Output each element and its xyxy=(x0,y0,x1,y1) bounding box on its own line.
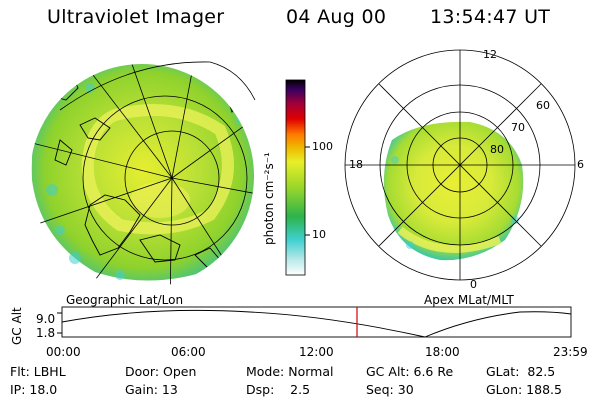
orbit-xtick-3: 18:00 xyxy=(425,345,460,359)
status-dsp: Dsp: 2.5 xyxy=(246,382,311,397)
mlt-label-0: 0 xyxy=(470,278,477,291)
orbit-ytick-1-8: 1.8 xyxy=(36,326,56,340)
date-label: 04 Aug 00 xyxy=(286,6,387,28)
status-glon: GLon: 188.5 xyxy=(486,382,562,397)
status-glat: GLat: 82.5 xyxy=(486,364,556,379)
time-label: 13:54:47 UT xyxy=(430,6,551,28)
orbit-xtick-0: 00:00 xyxy=(46,345,81,359)
orbit-ylabel: GC Alt xyxy=(10,307,24,345)
status-seq: Seq: 30 xyxy=(366,382,414,397)
orbit-xtick-1: 06:00 xyxy=(171,345,206,359)
mlt-label-6: 6 xyxy=(577,158,584,171)
status-gc-alt: GC Alt: 6.6 Re xyxy=(366,364,454,379)
orbit-xtick-2: 12:00 xyxy=(299,345,334,359)
mlat-label-80: 80 xyxy=(490,143,504,156)
status-mode: Mode: Normal xyxy=(246,364,334,379)
colorbar-tick-100: 100 xyxy=(312,140,333,153)
status-door: Door: Open xyxy=(125,364,197,379)
orbit-xtick-4: 23:59 xyxy=(553,345,588,359)
status-gain: Gain: 13 xyxy=(125,382,178,397)
orbit-ytick-9: 9.0 xyxy=(36,312,56,326)
status-ip: IP: 18.0 xyxy=(10,382,58,397)
status-flt: Flt: LBHL xyxy=(10,364,66,379)
orbit-altitude-curve xyxy=(61,309,572,338)
app-title: Ultraviolet Imager xyxy=(47,6,225,28)
mlt-label-12: 12 xyxy=(483,48,497,61)
mlt-label-18: 18 xyxy=(349,158,363,171)
mlat-label-60: 60 xyxy=(536,99,550,112)
colorbar-tick-10: 10 xyxy=(312,228,326,241)
geo-panel-caption: Geographic Lat/Lon xyxy=(66,293,184,307)
polar-panel-caption: Apex MLat/MLT xyxy=(424,293,514,307)
mlat-label-70: 70 xyxy=(511,121,525,134)
